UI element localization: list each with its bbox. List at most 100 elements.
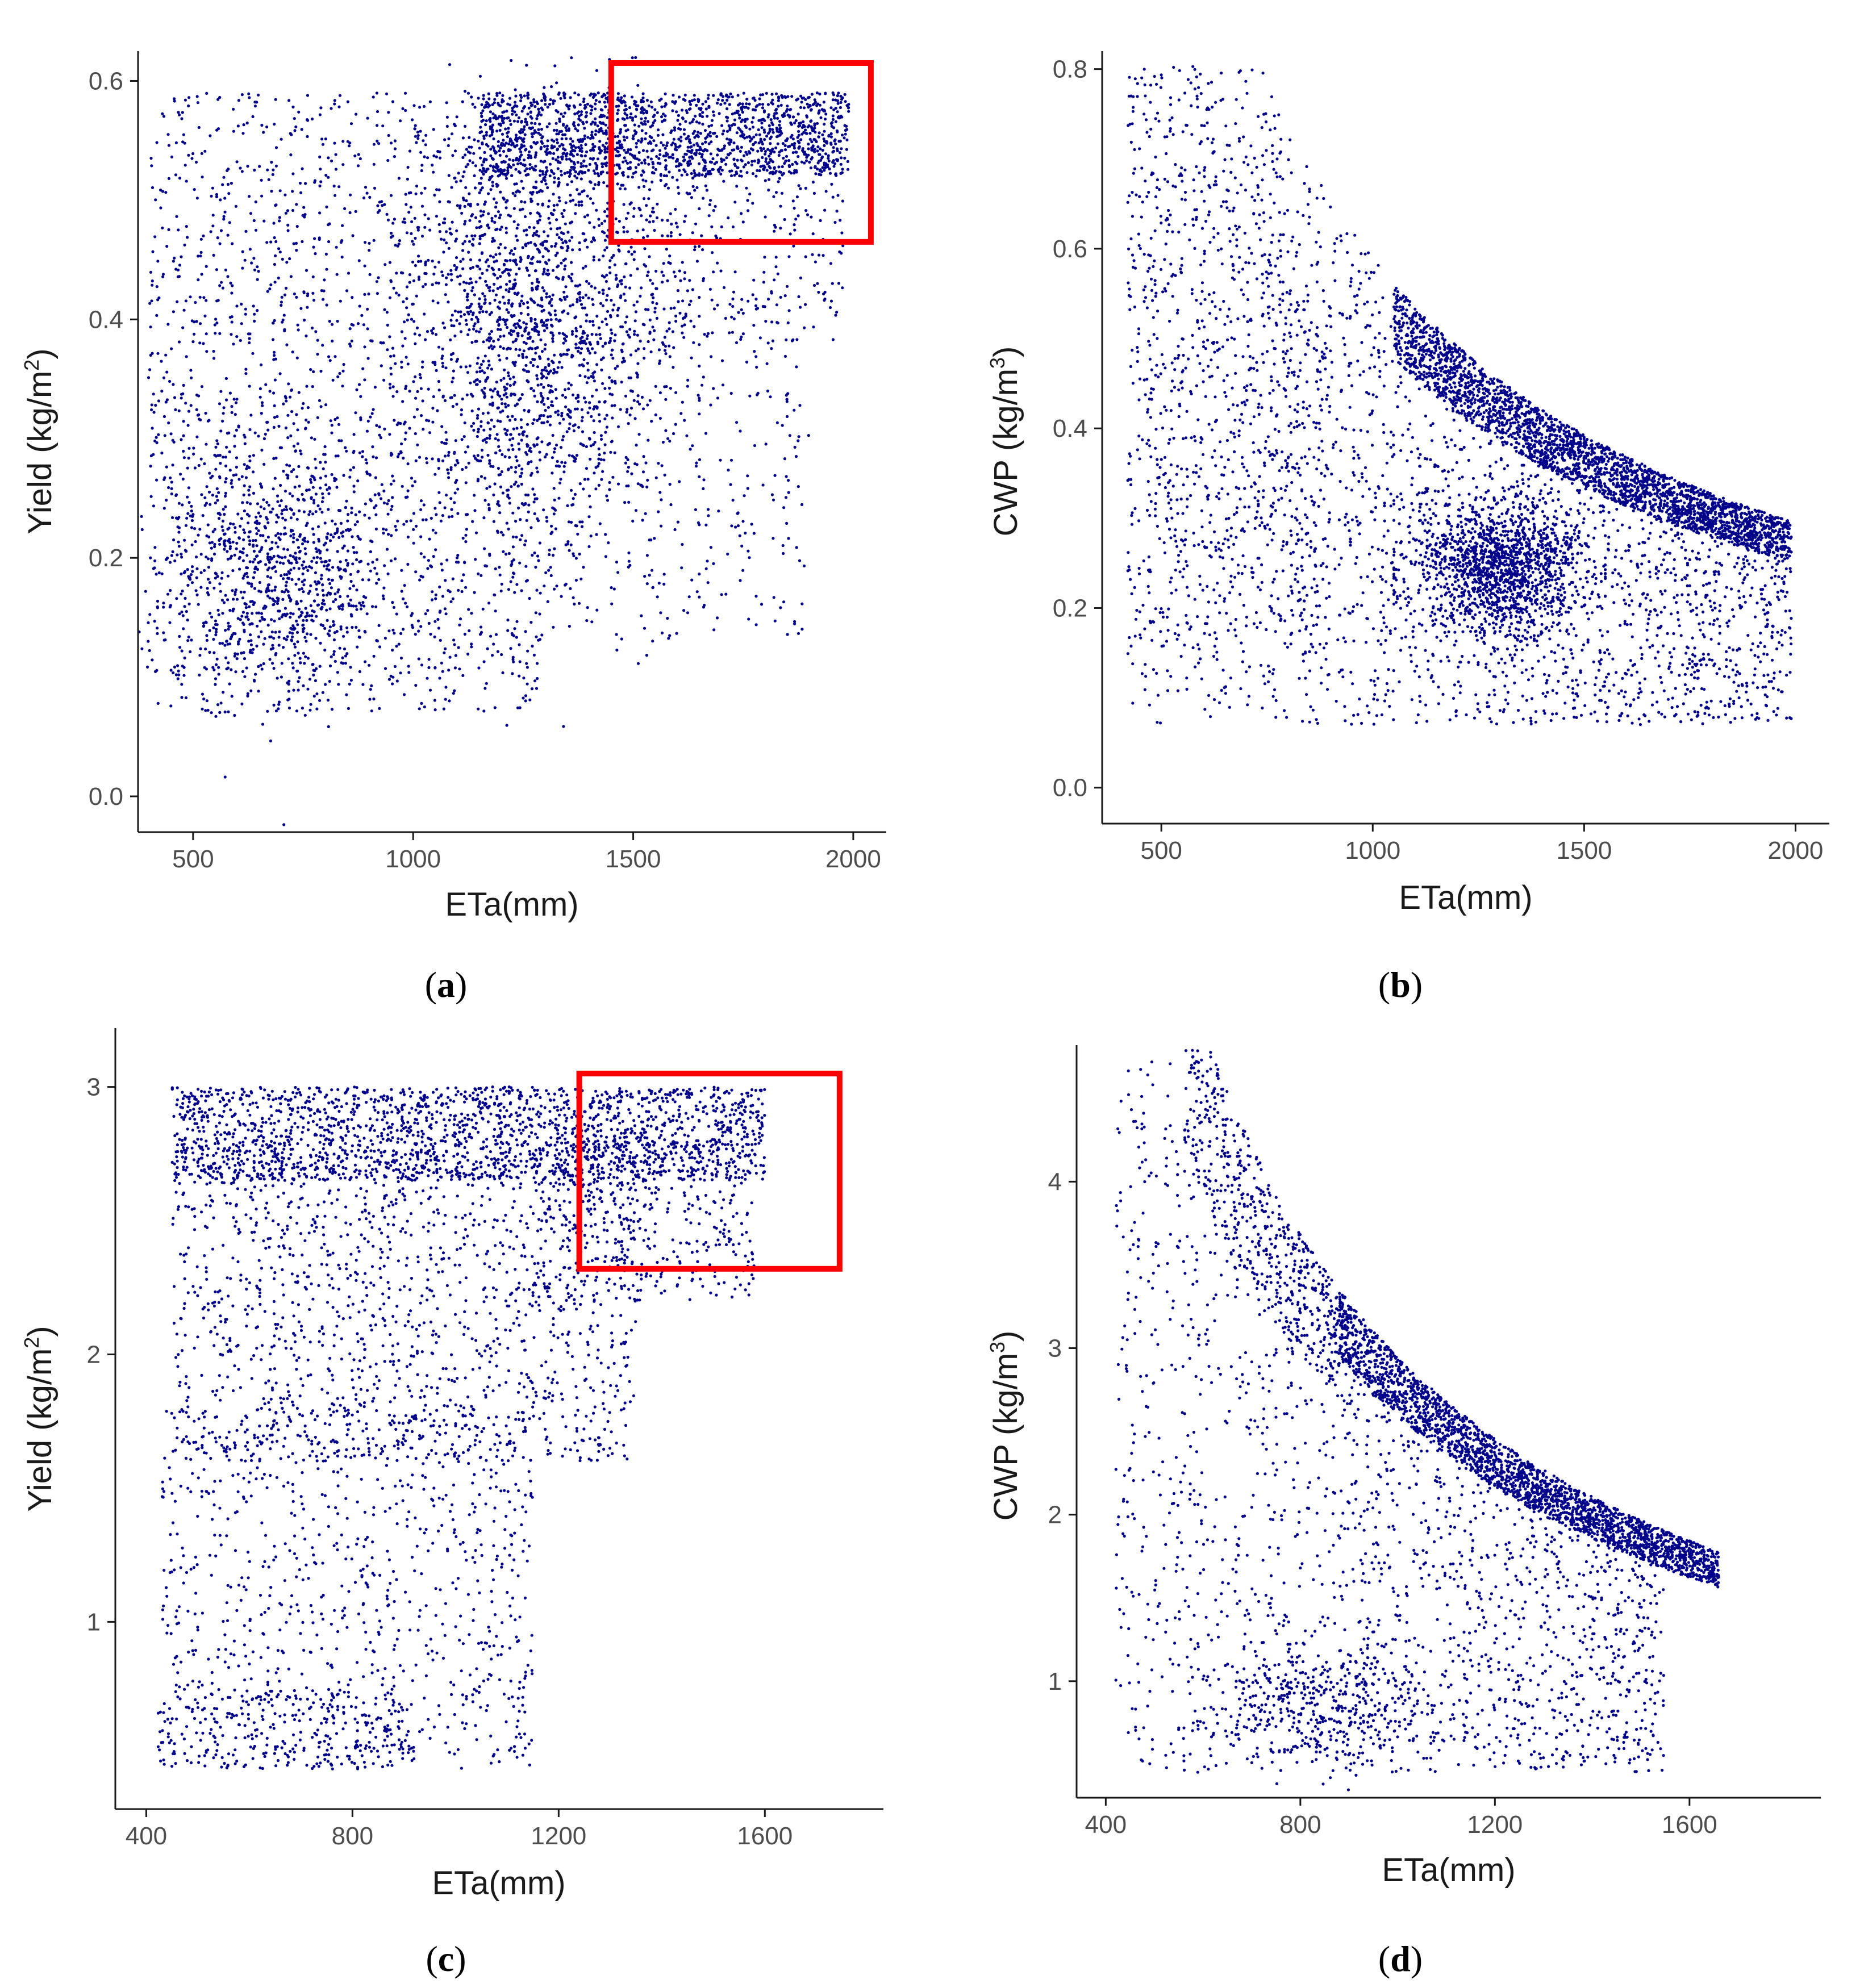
scatter-point — [276, 415, 278, 418]
scatter-point — [316, 353, 319, 356]
scatter-point — [509, 647, 512, 650]
scatter-point — [245, 467, 248, 470]
scatter-point — [156, 285, 159, 288]
scatter-point — [483, 660, 486, 663]
scatter-point — [280, 300, 283, 303]
scatter-point — [249, 212, 252, 215]
scatter-point — [204, 648, 207, 650]
scatter-point — [391, 682, 394, 685]
scatter-point — [304, 182, 307, 185]
scatter-point — [181, 503, 184, 506]
scatter-point — [215, 195, 218, 198]
scatter-point — [511, 658, 514, 661]
scatter-point — [273, 667, 276, 670]
scatter-point — [187, 410, 190, 413]
scatter-point — [255, 527, 258, 530]
scatter-point — [172, 260, 175, 262]
scatter-point — [498, 566, 501, 569]
scatter-point — [376, 292, 379, 295]
scatter-point — [308, 678, 311, 680]
scatter-point — [333, 102, 336, 105]
scatter-point — [386, 213, 389, 216]
scatter-point — [403, 584, 406, 587]
scatter-point — [475, 330, 478, 333]
scatter-point — [258, 165, 261, 168]
scatter-point — [441, 595, 444, 598]
scatter-point — [417, 134, 420, 137]
scatter-point — [208, 472, 211, 475]
scatter-point — [438, 223, 441, 226]
scatter-point — [292, 666, 295, 669]
scatter-point — [356, 535, 359, 538]
scatter-point — [488, 553, 491, 556]
scatter-point — [526, 435, 528, 437]
scatter-point — [202, 235, 205, 237]
scatter-point — [298, 391, 301, 394]
scatter-point — [327, 355, 330, 358]
scatter-point — [290, 410, 293, 413]
scatter-point — [191, 319, 194, 322]
scatter-point — [531, 422, 534, 425]
scatter-point — [178, 635, 181, 638]
scatter-point — [393, 287, 395, 290]
scatter-point — [280, 138, 283, 141]
scatter-point — [485, 131, 488, 134]
scatter-point — [536, 677, 539, 680]
scatter-point — [154, 198, 157, 201]
scatter-point — [333, 185, 336, 187]
scatter-point — [158, 571, 161, 574]
scatter-point — [247, 521, 249, 524]
scatter-point — [208, 491, 211, 494]
scatter-point — [495, 633, 498, 636]
scatter-point — [279, 189, 282, 192]
scatter-point — [362, 197, 365, 199]
scatter-point — [361, 683, 364, 686]
scatter-point — [322, 298, 324, 301]
scatter-point — [400, 366, 403, 369]
scatter-point — [341, 140, 344, 143]
scatter-point — [201, 708, 204, 711]
scatter-point — [389, 386, 391, 389]
scatter-point — [260, 195, 263, 198]
scatter-point — [195, 394, 198, 396]
scatter-point — [253, 313, 256, 316]
scatter-point — [253, 587, 256, 590]
scatter-point — [411, 261, 414, 264]
scatter-point — [396, 679, 399, 682]
scatter-point — [341, 385, 344, 387]
scatter-point — [406, 178, 409, 181]
scatter-point — [248, 385, 251, 387]
scatter-point — [507, 528, 510, 531]
scatter-point — [217, 666, 220, 669]
scatter-point — [180, 396, 183, 399]
scatter-point — [361, 367, 364, 370]
scatter-point — [359, 395, 362, 398]
scatter-point — [177, 269, 180, 272]
scatter-point — [452, 598, 454, 600]
scatter-point — [165, 499, 168, 502]
scatter-point — [226, 275, 229, 278]
scatter-point — [174, 173, 177, 176]
scatter-point — [167, 228, 170, 231]
scatter-point — [330, 419, 332, 422]
scatter-point — [164, 434, 166, 437]
scatter-point — [352, 234, 355, 237]
scatter-point — [366, 117, 369, 120]
scatter-point — [252, 470, 255, 473]
scatter-point — [441, 274, 444, 277]
scatter-point — [185, 696, 187, 699]
scatter-point — [273, 319, 276, 322]
scatter-point — [479, 420, 482, 423]
scatter-point — [414, 397, 417, 400]
scatter-point — [447, 589, 449, 592]
scatter-point — [270, 618, 273, 621]
scatter-point — [286, 436, 289, 439]
scatter-point — [237, 99, 240, 102]
scatter-point — [460, 579, 463, 582]
scatter-point — [181, 649, 184, 652]
scatter-point — [306, 632, 308, 635]
scatter-point — [308, 488, 311, 491]
scatter-point — [505, 110, 508, 112]
scatter-point — [321, 583, 324, 586]
scatter-point — [274, 240, 277, 243]
